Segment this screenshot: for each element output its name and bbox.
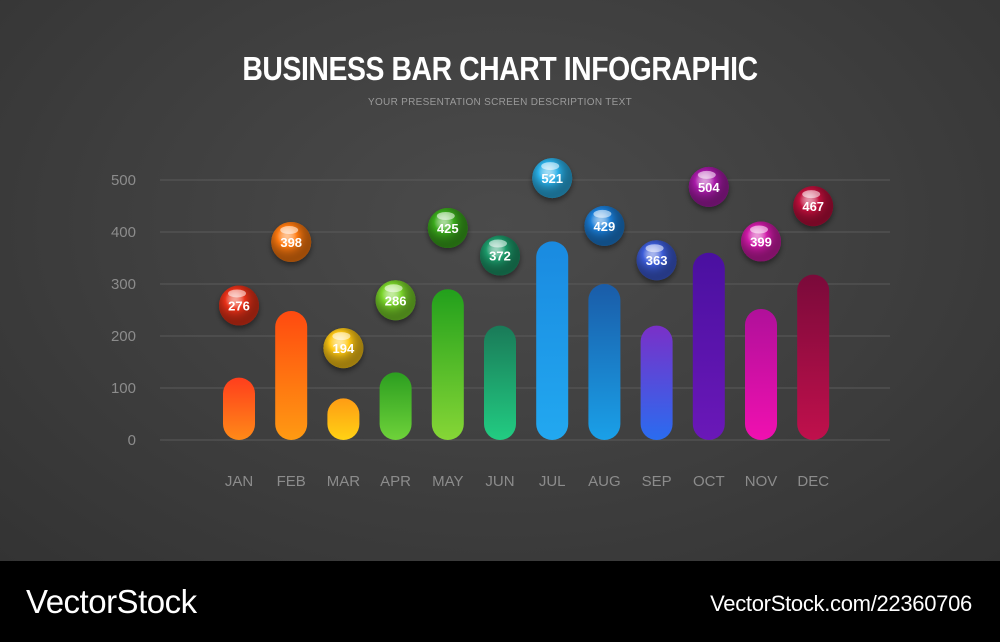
ball-highlight: [593, 209, 612, 218]
bar-may: [431, 289, 464, 440]
x-tick-label: FEB: [277, 473, 306, 490]
data-label-nov: 399: [750, 235, 772, 250]
ball-shading: [636, 240, 677, 281]
chart-title: BUSINESS BAR CHART INFOGRAPHIC: [242, 50, 758, 87]
value-ball-feb: 398: [271, 222, 312, 263]
value-ball-jun: 372: [480, 235, 520, 276]
x-tick-label: MAR: [327, 473, 361, 490]
bar-jan: [223, 377, 255, 440]
x-tick-label: DEC: [797, 473, 829, 490]
ball-shading: [793, 186, 834, 227]
bar-apr: [379, 372, 412, 440]
y-tick-label: 200: [111, 328, 136, 345]
x-tick-label: AUG: [588, 473, 621, 490]
ball-highlight: [436, 212, 455, 220]
x-tick-label: JUL: [539, 473, 566, 490]
y-tick-label: 100: [111, 380, 136, 397]
data-label-jul: 521: [541, 171, 563, 186]
bar-mar: [327, 398, 360, 440]
x-tick-label: SEP: [642, 473, 672, 490]
x-tick-label: MAY: [432, 473, 463, 490]
ball-highlight: [750, 225, 768, 234]
data-label-aug: 429: [594, 219, 616, 234]
value-balls-layer: 276 398 194 286 425 372 521 429 363 504 399 467: [219, 158, 834, 369]
x-tick-label: JUN: [485, 473, 514, 490]
bar-jul: [536, 241, 569, 440]
value-ball-jan: 276: [219, 285, 259, 326]
ball-shading: [427, 208, 468, 248]
value-ball-oct: 504: [688, 166, 729, 207]
ball-shading: [532, 158, 573, 199]
value-ball-aug: 429: [584, 205, 625, 246]
ball-highlight: [280, 226, 299, 235]
ball-shading: [688, 166, 729, 207]
value-ball-dec: 467: [793, 186, 834, 227]
data-label-dec: 467: [802, 199, 824, 214]
x-axis-layer: JAN FEB MAR APR MAY JUN JUL AUG SEP OCT NOV DEC: [225, 473, 829, 490]
value-ball-may: 425: [427, 208, 468, 248]
y-tick-label: 0: [128, 432, 136, 449]
ball-highlight: [489, 239, 507, 248]
bar-nov: [745, 308, 777, 440]
data-label-feb: 398: [280, 235, 302, 250]
bar-dec: [797, 274, 830, 440]
data-label-oct: 504: [698, 180, 720, 195]
ball-highlight: [541, 162, 560, 171]
value-ball-sep: 363: [636, 240, 677, 281]
bar-jun: [484, 325, 516, 440]
chart-panel: BUSINESS BAR CHART INFOGRAPHIC YOUR PRES…: [0, 0, 1000, 561]
ball-shading: [480, 235, 520, 276]
ball-shading: [584, 205, 625, 246]
bar-feb: [275, 311, 308, 440]
data-label-jan: 276: [228, 298, 250, 313]
bar-chart: 0 100 200 300 400 500 276 398 194 286 425 372 521 42…: [111, 158, 890, 490]
data-label-mar: 194: [333, 341, 355, 356]
x-tick-label: NOV: [745, 473, 778, 490]
bar-sep: [640, 325, 673, 440]
data-label-may: 425: [437, 221, 459, 236]
value-ball-nov: 399: [741, 221, 781, 262]
ball-shading: [271, 222, 312, 263]
ball-shading: [375, 280, 416, 321]
bar-oct: [692, 252, 725, 440]
chart-subtitle: YOUR PRESENTATION SCREEN DESCRIPTION TEX…: [368, 97, 632, 108]
value-ball-apr: 286: [375, 280, 416, 321]
ball-shading: [219, 285, 259, 326]
bars-layer: [223, 241, 830, 440]
ball-highlight: [332, 332, 351, 341]
x-tick-label: JAN: [225, 473, 253, 490]
y-tick-label: 400: [111, 224, 136, 241]
bar-aug: [588, 284, 621, 440]
ball-shading: [741, 221, 781, 262]
image-credit: VectorStock.com/22360706: [710, 591, 972, 616]
y-tick-label: 300: [111, 276, 136, 293]
ball-highlight: [697, 170, 716, 179]
data-label-jun: 372: [489, 249, 511, 264]
value-ball-mar: 194: [323, 328, 364, 369]
data-label-sep: 363: [646, 253, 668, 268]
ball-highlight: [645, 244, 664, 253]
ball-highlight: [228, 289, 246, 298]
brand-logo-text: VectorStock: [26, 583, 197, 620]
ball-highlight: [802, 190, 821, 199]
data-label-apr: 286: [385, 293, 407, 308]
x-tick-label: APR: [380, 473, 411, 490]
y-tick-label: 500: [111, 172, 136, 189]
ball-highlight: [384, 284, 403, 293]
footer: VectorStock VectorStock.com/22360706: [0, 561, 1000, 642]
x-tick-label: OCT: [693, 473, 725, 490]
value-ball-jul: 521: [532, 158, 573, 199]
ball-shading: [323, 328, 364, 369]
